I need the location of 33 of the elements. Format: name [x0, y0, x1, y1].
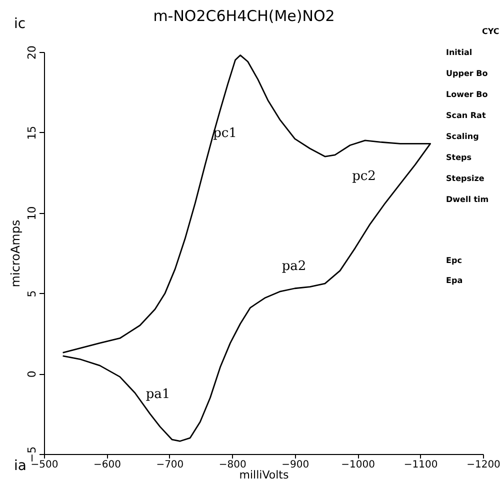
annotation: pa1: [146, 387, 170, 402]
line-series: [62, 54, 432, 442]
annotation: Scaling: [446, 132, 480, 141]
y-tick-label: 20: [26, 46, 38, 60]
y-tick-label: 15: [26, 126, 38, 140]
annotation: pc2: [352, 169, 376, 184]
annotation: Epc: [446, 256, 462, 265]
x-tick-label: −700: [156, 460, 184, 470]
chart-title: m-NO2C6H4CH(Me)NO2: [153, 7, 335, 25]
x-tick-label: −900: [282, 460, 310, 470]
x-tick-label: −1200: [466, 460, 500, 470]
annotation: Upper Bo: [446, 69, 488, 78]
annotation: Initial: [446, 48, 472, 57]
y-tick-label: 10: [26, 206, 38, 220]
y-axis-title: microAmps: [8, 220, 22, 288]
y-tick-label: 0: [26, 370, 38, 378]
x-tick-label: −600: [93, 460, 121, 470]
annotation: Scan Rat: [446, 111, 486, 120]
annotation: Dwell tim: [446, 195, 489, 204]
annotation: pa2: [282, 259, 306, 274]
text: ic: [14, 16, 26, 32]
annotation: Stepsize: [446, 174, 485, 183]
x-axis-title: milliVolts: [239, 468, 289, 482]
y-tick-label: 5: [26, 290, 38, 298]
annotation: pc1: [213, 126, 237, 141]
text: CYC: [482, 27, 500, 36]
x-tick-label: −1000: [341, 460, 375, 470]
x-tick-label: −1100: [404, 460, 438, 470]
x-tick-label: −800: [218, 460, 246, 470]
annotation: Epa: [446, 276, 463, 285]
annotation: Steps: [446, 153, 472, 162]
text: ia: [14, 458, 26, 474]
annotation: Lower Bo: [446, 90, 488, 99]
